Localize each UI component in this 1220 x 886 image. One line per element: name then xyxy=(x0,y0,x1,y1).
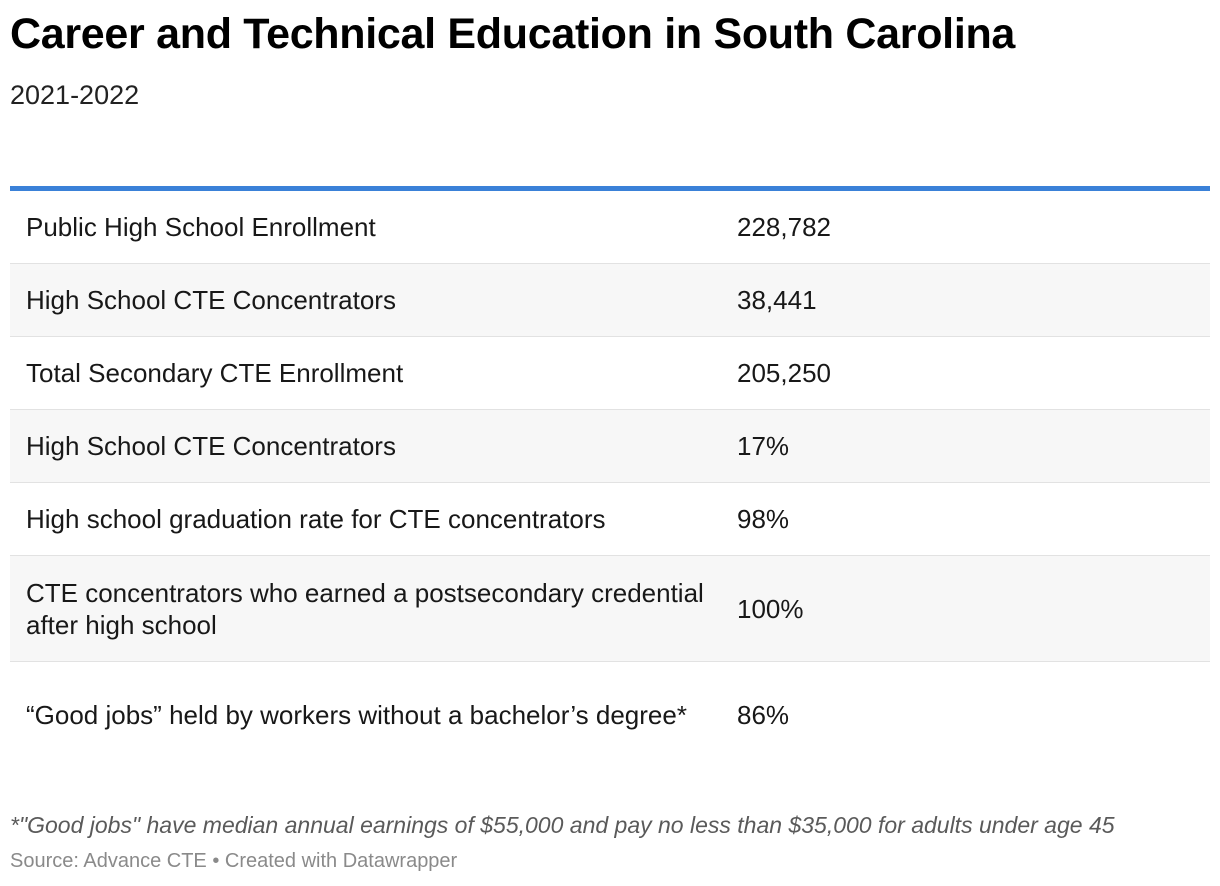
row-value: 86% xyxy=(737,700,790,730)
row-value: 38,441 xyxy=(737,285,817,315)
table-row: CTE concentrators who earned a postsecon… xyxy=(10,556,1210,662)
row-label: High school graduation rate for CTE conc… xyxy=(26,504,606,534)
chart-title: Career and Technical Education in South … xyxy=(10,10,1016,58)
table-row: Public High School Enrollment 228,782 xyxy=(10,191,1210,264)
source-credit: Source: Advance CTE • Created with Dataw… xyxy=(10,850,458,872)
row-label: High School CTE Concentrators xyxy=(26,285,396,315)
table-row: High school graduation rate for CTE conc… xyxy=(10,483,1210,556)
table-row: Total Secondary CTE Enrollment 205,250 xyxy=(10,337,1210,410)
data-table: Public High School Enrollment 228,782 Hi… xyxy=(10,186,1210,768)
row-value: 100% xyxy=(737,593,804,624)
row-value: 17% xyxy=(737,431,790,461)
row-value: 228,782 xyxy=(737,212,831,242)
row-value: 205,250 xyxy=(737,358,831,388)
row-label: CTE concentrators who earned a postsecon… xyxy=(26,577,704,640)
row-value: 98% xyxy=(737,504,790,534)
row-label: Total Secondary CTE Enrollment xyxy=(26,358,404,388)
table-row: “Good jobs” held by workers without a ba… xyxy=(10,662,1210,768)
chart-subtitle: 2021-2022 xyxy=(10,80,140,110)
row-label: High School CTE Concentrators xyxy=(26,431,396,461)
table-row: High School CTE Concentrators 17% xyxy=(10,410,1210,483)
row-label: Public High School Enrollment xyxy=(26,212,376,242)
row-label: “Good jobs” held by workers without a ba… xyxy=(26,700,687,730)
footnote: *"Good jobs" have median annual earnings… xyxy=(10,812,1115,838)
table-row: High School CTE Concentrators 38,441 xyxy=(10,264,1210,337)
